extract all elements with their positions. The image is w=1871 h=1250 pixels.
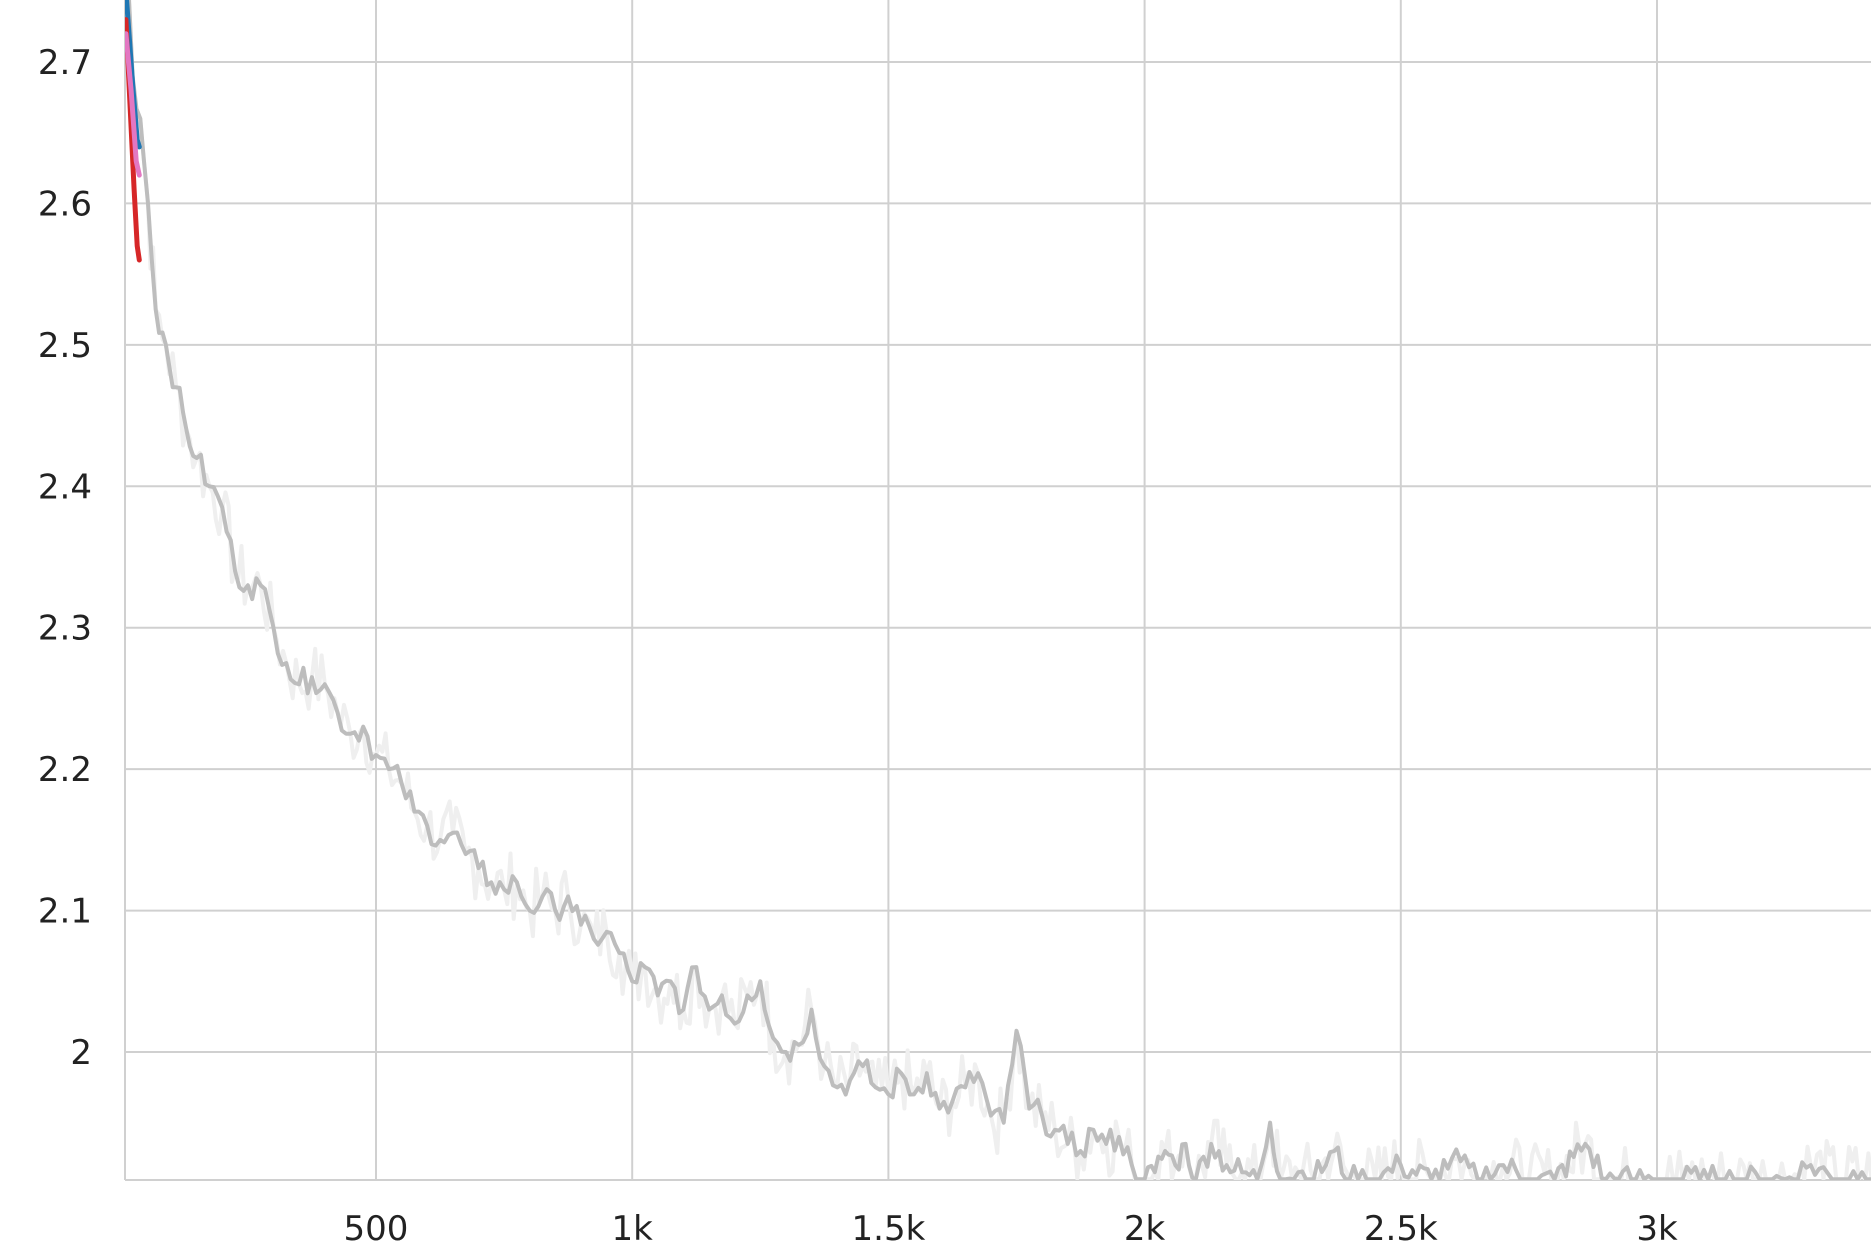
y-gridlines: [125, 61, 1871, 1053]
y-tick-labels: 2 2.1 2.2 2.3 2.4 2.5 2.6 2.7: [38, 43, 92, 1073]
series-0-smoothed-line: [127, 0, 1871, 1180]
x-tick-labels: 500 1k 1.5k 2k 2.5k 3k: [344, 1209, 1678, 1249]
series-layer: [125, 0, 1871, 1180]
series-0: [126, 0, 1871, 1180]
x-tick-label-2k: 2k: [1124, 1209, 1166, 1249]
y-tick-label-2.6: 2.6: [38, 184, 92, 224]
x-tick-label-3k: 3k: [1636, 1209, 1678, 1249]
y-tick-label-2.1: 2.1: [38, 892, 92, 932]
x-tick-label-1.5k: 1.5k: [852, 1209, 926, 1249]
series-0-raw-line: [126, 0, 1871, 1180]
series-3: [125, 31, 142, 178]
y-tick-label-2.5: 2.5: [38, 326, 92, 366]
y-tick-label-2: 2: [70, 1033, 92, 1073]
x-tick-label-500: 500: [344, 1209, 409, 1249]
x-tick-label-2.5k: 2.5k: [1364, 1209, 1438, 1249]
x-gridlines: [375, 0, 1658, 1180]
y-tick-label-2.3: 2.3: [38, 609, 92, 649]
y-tick-label-2.7: 2.7: [38, 43, 92, 83]
y-tick-label-2.2: 2.2: [38, 750, 92, 790]
y-tick-label-2.4: 2.4: [38, 467, 92, 507]
series-3-line: [125, 31, 142, 178]
x-tick-label-1k: 1k: [612, 1209, 654, 1249]
